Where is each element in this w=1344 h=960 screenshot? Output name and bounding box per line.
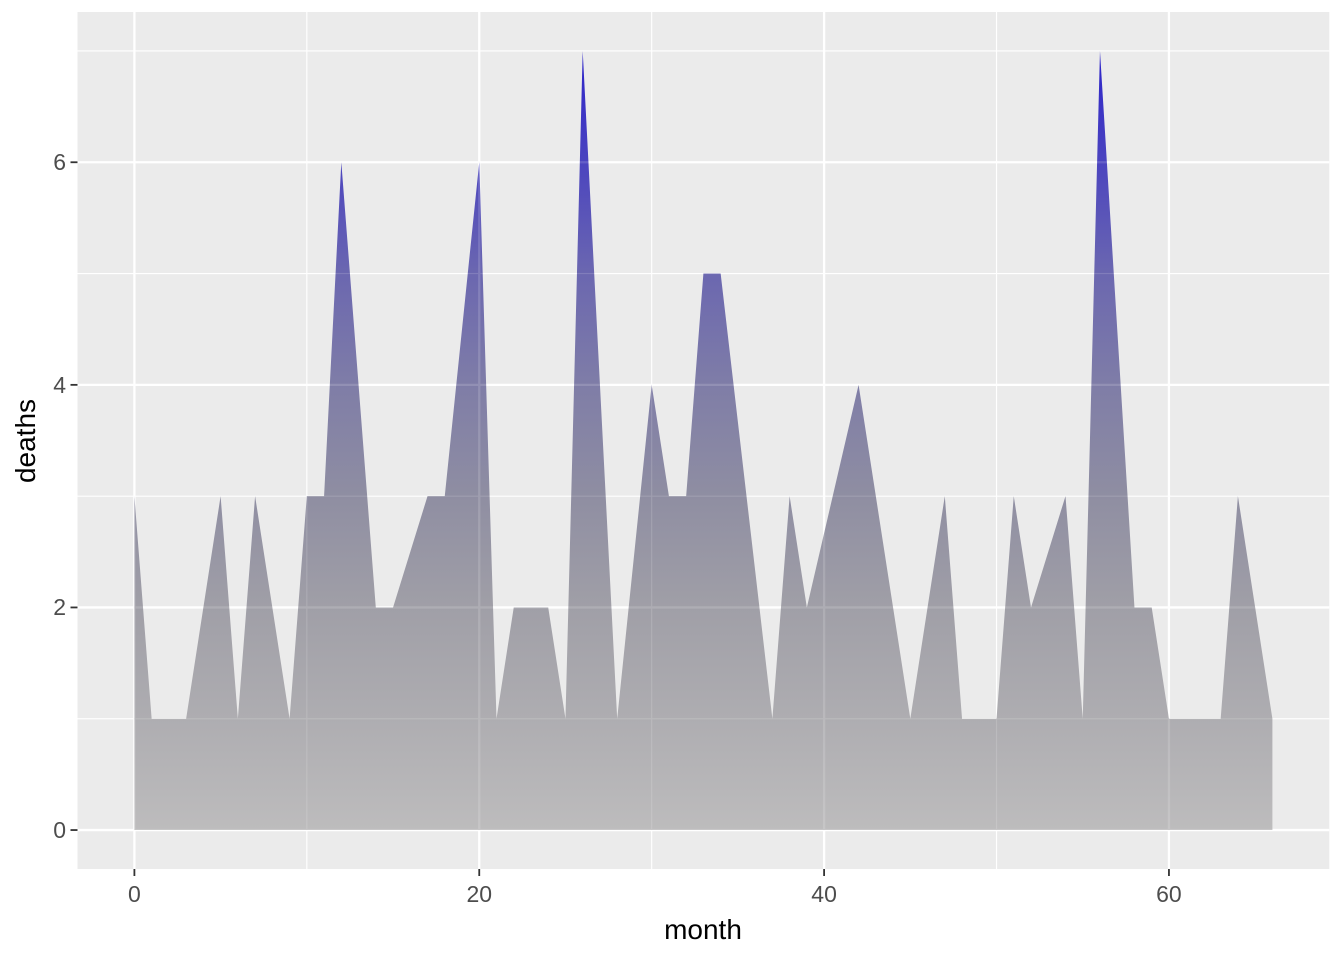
y-tick-label: 0 xyxy=(53,817,66,844)
x-tick-label: 40 xyxy=(811,881,837,907)
y-axis-title: deaths xyxy=(10,398,41,484)
x-tick-label: 0 xyxy=(127,881,141,907)
x-axis-title: month xyxy=(664,914,742,945)
deaths-area-series xyxy=(134,50,1273,831)
x-tick-label: 20 xyxy=(466,881,493,907)
x-tick-label: 60 xyxy=(1156,881,1182,907)
y-tick-label: 2 xyxy=(53,594,66,621)
y-tick-label: 6 xyxy=(53,149,66,176)
y-tick-label: 4 xyxy=(53,371,66,398)
